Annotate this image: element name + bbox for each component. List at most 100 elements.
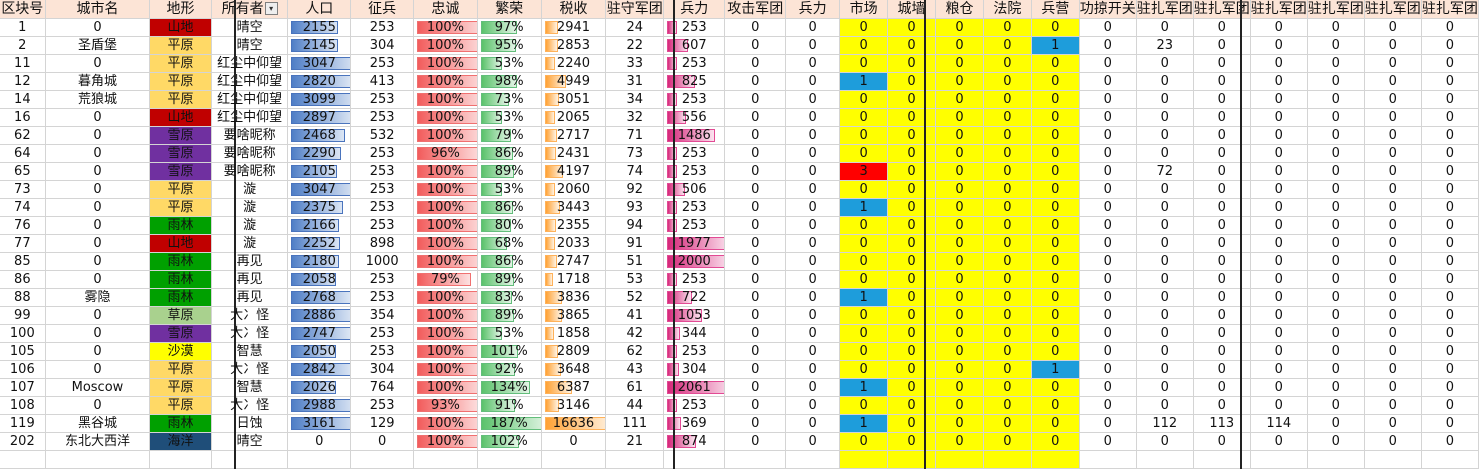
prosperity-cell[interactable]: 92% <box>477 360 542 379</box>
market-cell[interactable]: 0 <box>839 144 889 163</box>
stationed-legion-cell-1[interactable]: 112 <box>1136 414 1194 433</box>
stationed-legion-cell-1[interactable]: 0 <box>1136 270 1194 289</box>
attack-legion-cell[interactable]: 0 <box>724 180 787 199</box>
stationed-legion-cell-5[interactable]: 0 <box>1364 270 1422 289</box>
force-cell[interactable]: 556 <box>663 108 726 127</box>
garrison-cell[interactable]: 61 <box>605 378 665 397</box>
attack-legion-cell[interactable]: 0 <box>724 144 787 163</box>
granary-cell[interactable]: 0 <box>935 126 984 145</box>
market-cell[interactable]: 0 <box>839 342 889 361</box>
wall-cell[interactable]: 0 <box>887 306 937 325</box>
market-cell[interactable]: 0 <box>839 396 889 415</box>
col-attack-legion-header[interactable]: 攻击军团 <box>724 0 787 19</box>
market-cell[interactable]: 3 <box>839 162 889 181</box>
garrison-cell[interactable]: 94 <box>605 216 665 235</box>
raid-toggle-cell[interactable]: 0 <box>1079 216 1137 235</box>
stationed-legion-cell-2[interactable]: 0 <box>1193 90 1251 109</box>
market-cell[interactable]: 0 <box>839 360 889 379</box>
court-cell[interactable]: 0 <box>983 396 1032 415</box>
attack-legion-cell[interactable]: 0 <box>724 198 787 217</box>
attack-force-cell[interactable]: 0 <box>785 198 841 217</box>
market-cell[interactable]: 1 <box>839 414 889 433</box>
owner-cell[interactable]: 要啥昵称 <box>211 126 289 145</box>
city-name-cell[interactable]: 0 <box>45 216 151 235</box>
empty-cell[interactable] <box>0 450 46 469</box>
market-cell[interactable]: 0 <box>839 234 889 253</box>
stationed-legion-cell-5[interactable]: 0 <box>1364 180 1422 199</box>
granary-cell[interactable]: 0 <box>935 288 984 307</box>
stationed-legion-cell-2[interactable]: 0 <box>1193 108 1251 127</box>
stationed-legion-cell-4[interactable]: 0 <box>1307 180 1365 199</box>
block-id-cell[interactable]: 85 <box>0 252 46 271</box>
force-cell[interactable]: 253 <box>663 396 726 415</box>
force-cell[interactable]: 253 <box>663 270 726 289</box>
attack-legion-cell[interactable]: 0 <box>724 162 787 181</box>
col-court-header[interactable]: 法院 <box>983 0 1032 19</box>
tax-cell[interactable]: 2941 <box>541 18 607 37</box>
col-stationed-4-header[interactable]: 驻扎军团 <box>1307 0 1365 19</box>
owner-cell[interactable]: 大冫怪 <box>211 306 289 325</box>
stationed-legion-cell-1[interactable]: 0 <box>1136 216 1194 235</box>
prosperity-cell[interactable]: 79% <box>477 126 542 145</box>
draft-cell[interactable]: 1000 <box>350 252 415 271</box>
loyalty-cell[interactable]: 100% <box>413 108 478 127</box>
tax-cell[interactable]: 2809 <box>541 342 607 361</box>
stationed-legion-cell-5[interactable]: 0 <box>1364 72 1422 91</box>
stationed-legion-cell-3[interactable]: 0 <box>1250 432 1308 451</box>
prosperity-cell[interactable]: 53% <box>477 324 542 343</box>
stationed-legion-cell-5[interactable]: 0 <box>1364 90 1422 109</box>
prosperity-cell[interactable]: 97% <box>477 18 542 37</box>
stationed-legion-cell-5[interactable]: 0 <box>1364 144 1422 163</box>
force-cell[interactable]: 253 <box>663 216 726 235</box>
city-name-cell[interactable]: 0 <box>45 198 151 217</box>
attack-force-cell[interactable]: 0 <box>785 270 841 289</box>
population-cell[interactable]: 2026 <box>287 378 352 397</box>
raid-toggle-cell[interactable]: 0 <box>1079 360 1137 379</box>
garrison-cell[interactable]: 21 <box>605 432 665 451</box>
col-terrain-header[interactable]: 地形 <box>149 0 212 19</box>
force-cell[interactable]: 304 <box>663 360 726 379</box>
block-id-cell[interactable]: 108 <box>0 396 46 415</box>
stationed-legion-cell-6[interactable]: 0 <box>1421 252 1479 271</box>
city-name-cell[interactable]: 0 <box>45 270 151 289</box>
draft-cell[interactable]: 413 <box>350 72 415 91</box>
stationed-legion-cell-1[interactable]: 0 <box>1136 72 1194 91</box>
market-cell[interactable]: 1 <box>839 288 889 307</box>
court-cell[interactable]: 0 <box>983 162 1032 181</box>
col-owner-header[interactable]: 所有者 ▾ <box>211 0 289 19</box>
attack-force-cell[interactable]: 0 <box>785 18 841 37</box>
empty-cell[interactable] <box>211 450 289 469</box>
terrain-cell[interactable]: 山地 <box>149 234 212 253</box>
stationed-legion-cell-5[interactable]: 0 <box>1364 432 1422 451</box>
stationed-legion-cell-5[interactable]: 0 <box>1364 36 1422 55</box>
stationed-legion-cell-6[interactable]: 0 <box>1421 396 1479 415</box>
wall-cell[interactable]: 0 <box>887 432 937 451</box>
loyalty-cell[interactable]: 100% <box>413 288 478 307</box>
draft-cell[interactable]: 898 <box>350 234 415 253</box>
attack-force-cell[interactable]: 0 <box>785 306 841 325</box>
granary-cell[interactable]: 0 <box>935 306 984 325</box>
market-cell[interactable]: 1 <box>839 378 889 397</box>
stationed-legion-cell-3[interactable]: 0 <box>1250 144 1308 163</box>
garrison-cell[interactable]: 71 <box>605 126 665 145</box>
stationed-legion-cell-2[interactable]: 0 <box>1193 324 1251 343</box>
barracks-cell[interactable]: 0 <box>1031 72 1080 91</box>
draft-cell[interactable]: 253 <box>350 18 415 37</box>
barracks-cell[interactable]: 0 <box>1031 288 1080 307</box>
court-cell[interactable]: 0 <box>983 36 1032 55</box>
stationed-legion-cell-6[interactable]: 0 <box>1421 180 1479 199</box>
market-cell[interactable]: 1 <box>839 198 889 217</box>
garrison-cell[interactable]: 111 <box>605 414 665 433</box>
draft-cell[interactable]: 253 <box>350 288 415 307</box>
wall-cell[interactable]: 0 <box>887 216 937 235</box>
draft-cell[interactable]: 253 <box>350 90 415 109</box>
loyalty-cell[interactable]: 100% <box>413 324 478 343</box>
tax-cell[interactable]: 2431 <box>541 144 607 163</box>
attack-force-cell[interactable]: 0 <box>785 180 841 199</box>
raid-toggle-cell[interactable]: 0 <box>1079 162 1137 181</box>
prosperity-cell[interactable]: 86% <box>477 198 542 217</box>
terrain-cell[interactable]: 雨林 <box>149 216 212 235</box>
terrain-cell[interactable]: 雨林 <box>149 288 212 307</box>
raid-toggle-cell[interactable]: 0 <box>1079 270 1137 289</box>
stationed-legion-cell-6[interactable]: 0 <box>1421 378 1479 397</box>
